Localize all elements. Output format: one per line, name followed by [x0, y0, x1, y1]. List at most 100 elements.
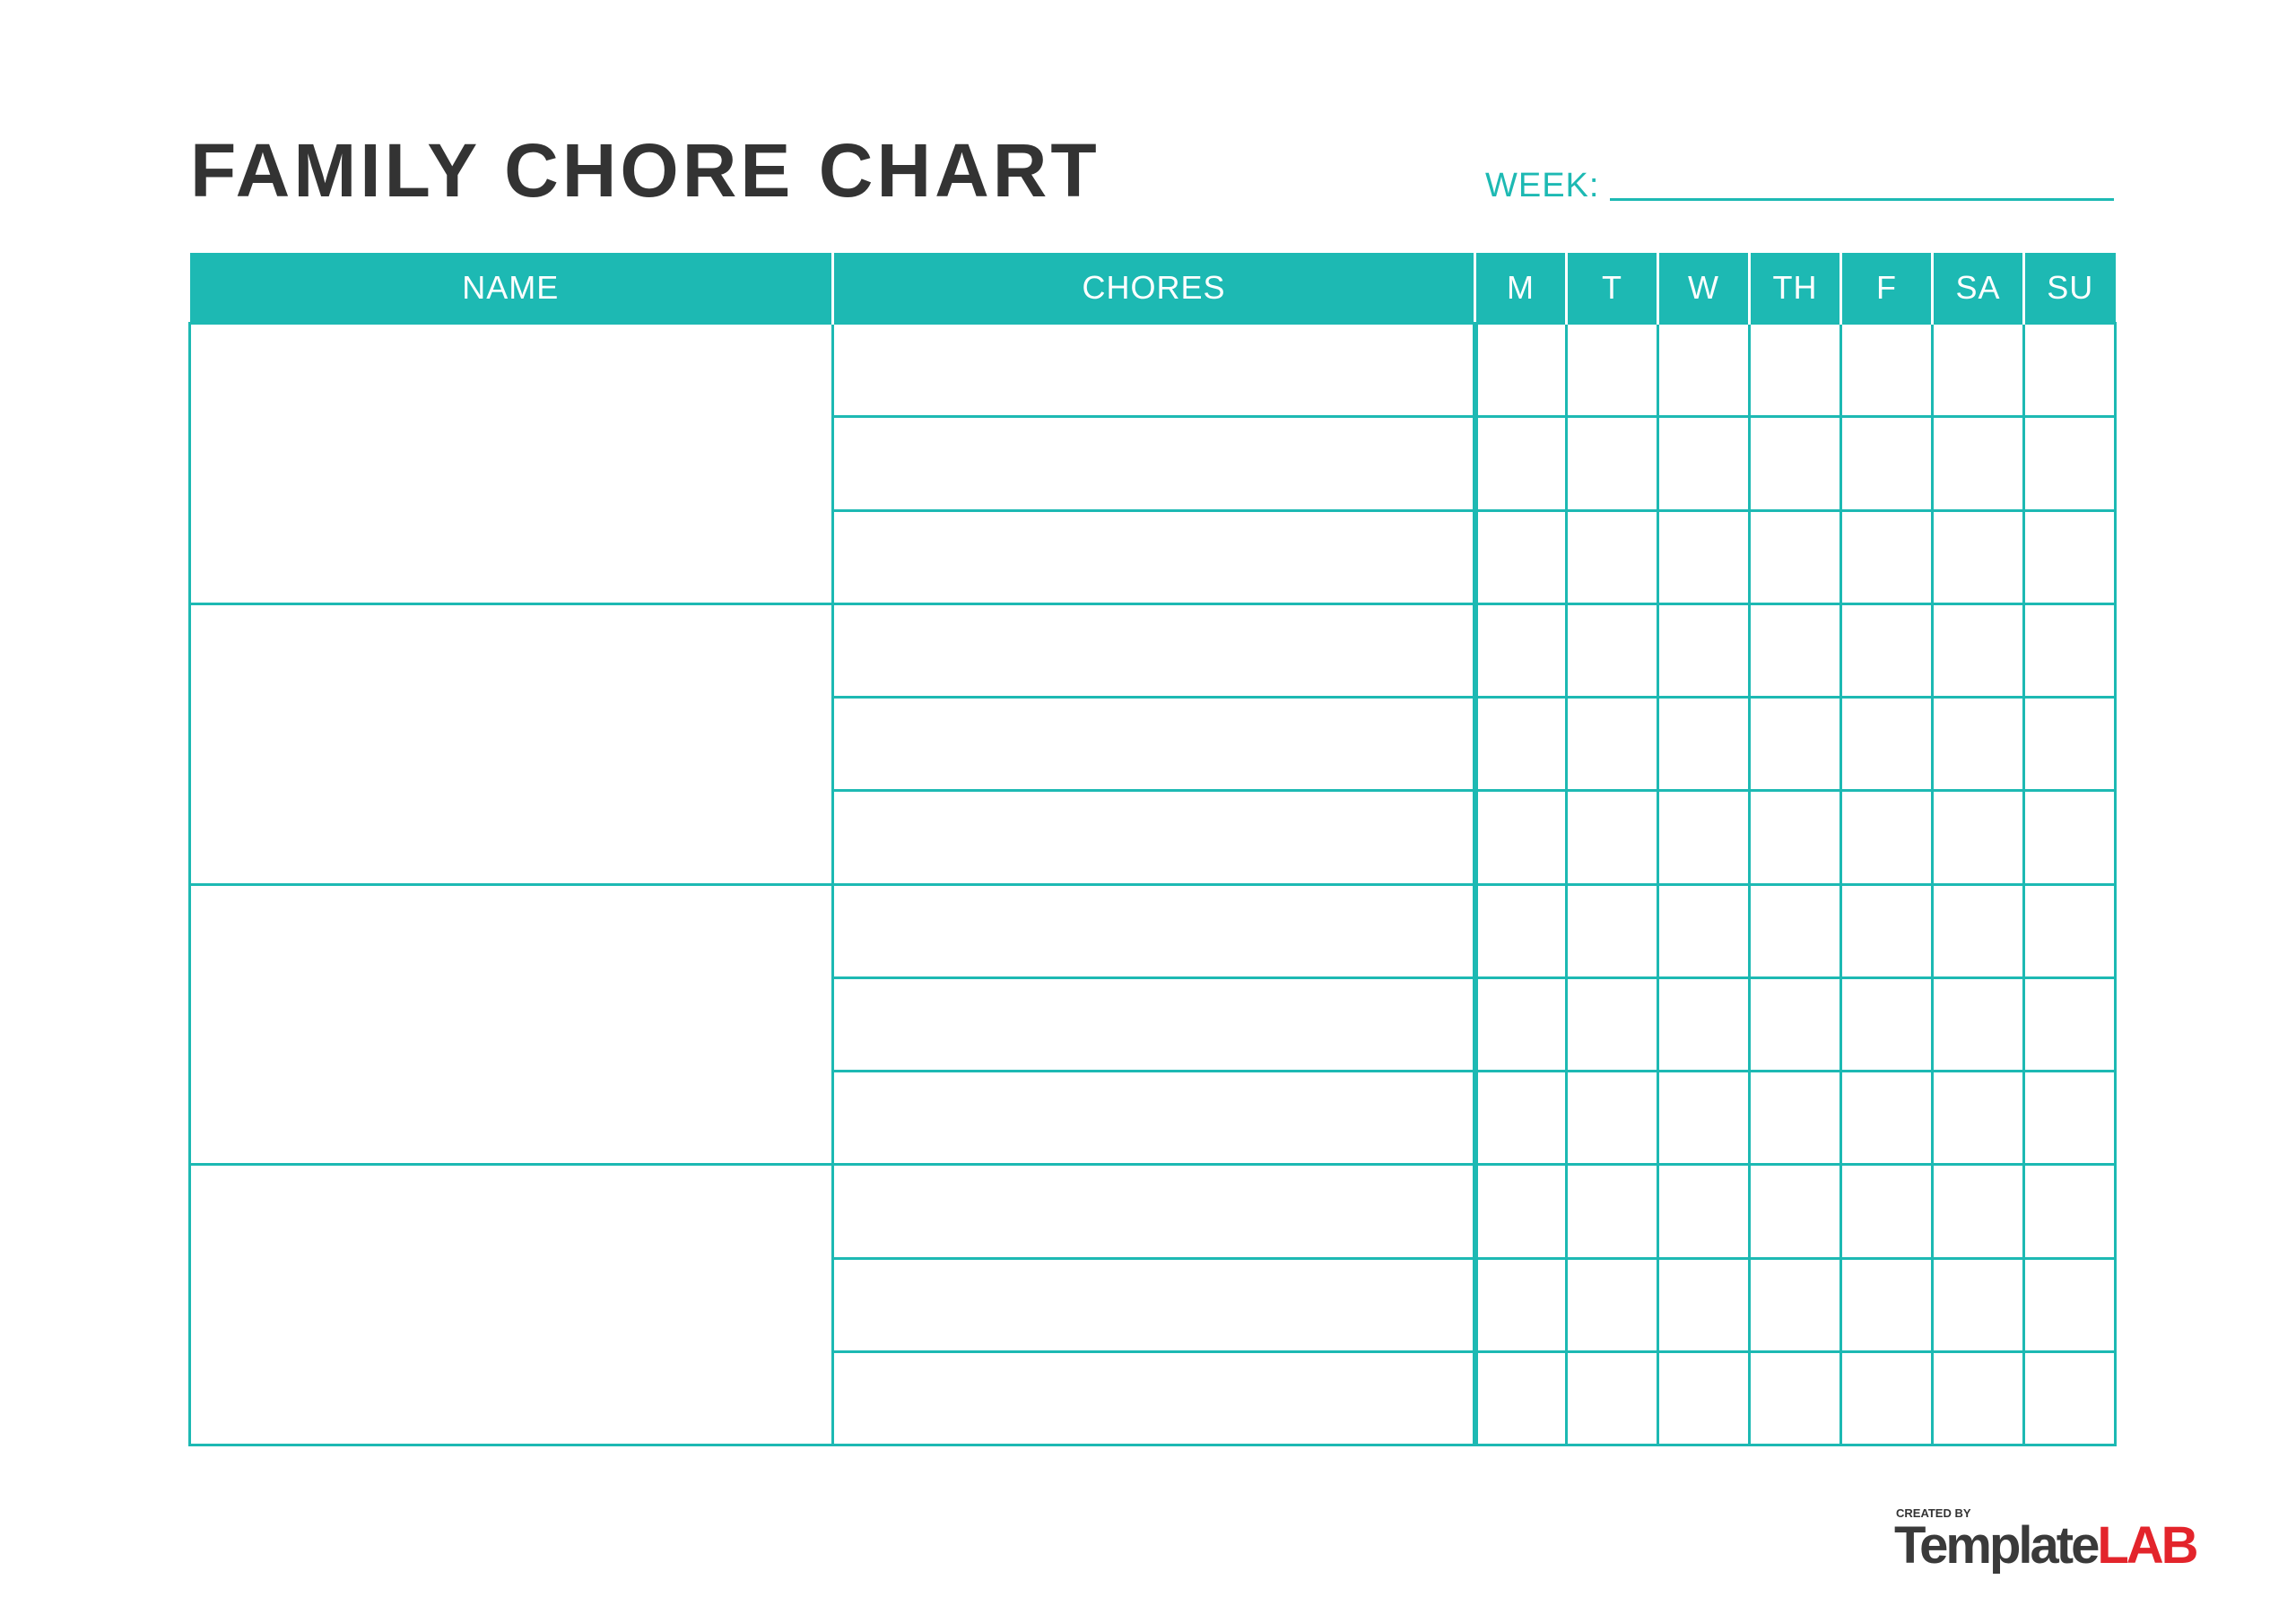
chore-cell[interactable] — [831, 1163, 1478, 1260]
day-check-cell-f[interactable] — [1839, 602, 1934, 699]
day-check-cell-m[interactable] — [1474, 602, 1568, 699]
chore-cell[interactable] — [831, 321, 1478, 419]
day-check-cell-m[interactable] — [1474, 789, 1568, 886]
day-check-cell-w[interactable] — [1657, 789, 1751, 886]
day-check-cell-f[interactable] — [1839, 321, 1934, 419]
day-check-cell-sa[interactable] — [1931, 321, 2025, 419]
day-check-cell-f[interactable] — [1839, 1163, 1934, 1260]
day-check-cell-t[interactable] — [1565, 415, 1659, 512]
day-check-cell-th[interactable] — [1748, 602, 1842, 699]
day-check-cell-m[interactable] — [1474, 415, 1568, 512]
day-check-cell-w[interactable] — [1657, 415, 1751, 512]
day-check-cell-su[interactable] — [2022, 602, 2117, 699]
day-check-cell-w[interactable] — [1657, 602, 1751, 699]
day-check-cell-w[interactable] — [1657, 508, 1751, 605]
day-check-cell-th[interactable] — [1748, 508, 1842, 605]
day-check-cell-th[interactable] — [1748, 1350, 1842, 1447]
day-check-cell-t[interactable] — [1565, 1163, 1659, 1260]
day-check-cell-t[interactable] — [1565, 789, 1659, 886]
chore-cell[interactable] — [831, 976, 1478, 1073]
day-check-cell-w[interactable] — [1657, 1350, 1751, 1447]
day-check-cell-su[interactable] — [2022, 1163, 2117, 1260]
day-check-cell-t[interactable] — [1565, 508, 1659, 605]
day-check-cell-w[interactable] — [1657, 1069, 1751, 1167]
day-check-cell-su[interactable] — [2022, 1350, 2117, 1447]
day-check-cell-f[interactable] — [1839, 508, 1934, 605]
day-check-cell-su[interactable] — [2022, 1069, 2117, 1167]
day-check-cell-sa[interactable] — [1931, 695, 2025, 793]
chore-cell[interactable] — [831, 1350, 1478, 1447]
day-check-cell-w[interactable] — [1657, 321, 1751, 419]
day-check-cell-m[interactable] — [1474, 695, 1568, 793]
day-check-cell-w[interactable] — [1657, 1163, 1751, 1260]
day-check-cell-t[interactable] — [1565, 695, 1659, 793]
day-check-cell-th[interactable] — [1748, 1256, 1842, 1353]
day-check-cell-sa[interactable] — [1931, 1256, 2025, 1353]
day-check-cell-m[interactable] — [1474, 882, 1568, 979]
day-check-cell-su[interactable] — [2022, 321, 2117, 419]
chore-cell[interactable] — [831, 789, 1478, 886]
day-check-cell-th[interactable] — [1748, 321, 1842, 419]
day-check-cell-m[interactable] — [1474, 1350, 1568, 1447]
day-check-cell-sa[interactable] — [1931, 1350, 2025, 1447]
day-check-cell-t[interactable] — [1565, 321, 1659, 419]
day-check-cell-t[interactable] — [1565, 1350, 1659, 1447]
day-check-cell-t[interactable] — [1565, 882, 1659, 979]
day-check-cell-su[interactable] — [2022, 789, 2117, 886]
day-check-cell-sa[interactable] — [1931, 1163, 2025, 1260]
day-check-cell-su[interactable] — [2022, 415, 2117, 512]
day-check-cell-t[interactable] — [1565, 1069, 1659, 1167]
day-check-cell-w[interactable] — [1657, 695, 1751, 793]
day-check-cell-sa[interactable] — [1931, 789, 2025, 886]
name-cell[interactable] — [188, 322, 834, 605]
day-check-cell-su[interactable] — [2022, 1256, 2117, 1353]
day-check-cell-f[interactable] — [1839, 976, 1934, 1073]
day-check-cell-sa[interactable] — [1931, 508, 2025, 605]
day-check-cell-f[interactable] — [1839, 882, 1934, 979]
day-check-cell-th[interactable] — [1748, 789, 1842, 886]
day-check-cell-f[interactable] — [1839, 1069, 1934, 1167]
name-cell[interactable] — [188, 882, 834, 1167]
day-check-cell-th[interactable] — [1748, 1163, 1842, 1260]
chore-cell[interactable] — [831, 508, 1478, 605]
chore-cell[interactable] — [831, 882, 1478, 979]
day-check-cell-su[interactable] — [2022, 508, 2117, 605]
day-check-cell-m[interactable] — [1474, 1256, 1568, 1353]
name-cell[interactable] — [188, 602, 834, 886]
day-check-cell-th[interactable] — [1748, 695, 1842, 793]
day-check-cell-m[interactable] — [1474, 1163, 1568, 1260]
day-check-cell-su[interactable] — [2022, 882, 2117, 979]
day-check-cell-m[interactable] — [1474, 1069, 1568, 1167]
day-check-cell-f[interactable] — [1839, 695, 1934, 793]
day-check-cell-w[interactable] — [1657, 976, 1751, 1073]
day-check-cell-m[interactable] — [1474, 976, 1568, 1073]
day-check-cell-t[interactable] — [1565, 976, 1659, 1073]
day-check-cell-f[interactable] — [1839, 415, 1934, 512]
day-check-cell-m[interactable] — [1474, 321, 1568, 419]
day-check-cell-sa[interactable] — [1931, 602, 2025, 699]
name-cell[interactable] — [188, 1163, 834, 1446]
day-check-cell-th[interactable] — [1748, 976, 1842, 1073]
day-check-cell-f[interactable] — [1839, 1350, 1934, 1447]
day-check-cell-sa[interactable] — [1931, 882, 2025, 979]
day-check-cell-f[interactable] — [1839, 789, 1934, 886]
day-check-cell-t[interactable] — [1565, 1256, 1659, 1353]
chore-cell[interactable] — [831, 1256, 1478, 1353]
day-check-cell-su[interactable] — [2022, 695, 2117, 793]
chore-cell[interactable] — [831, 415, 1478, 512]
chore-cell[interactable] — [831, 602, 1478, 699]
day-check-cell-w[interactable] — [1657, 882, 1751, 979]
day-check-cell-sa[interactable] — [1931, 1069, 2025, 1167]
day-check-cell-w[interactable] — [1657, 1256, 1751, 1353]
day-check-cell-t[interactable] — [1565, 602, 1659, 699]
day-check-cell-th[interactable] — [1748, 1069, 1842, 1167]
day-check-cell-th[interactable] — [1748, 882, 1842, 979]
chore-cell[interactable] — [831, 1069, 1478, 1167]
day-check-cell-th[interactable] — [1748, 415, 1842, 512]
day-check-cell-sa[interactable] — [1931, 976, 2025, 1073]
day-check-cell-sa[interactable] — [1931, 415, 2025, 512]
week-input-line[interactable] — [1610, 198, 2115, 201]
day-check-cell-m[interactable] — [1474, 508, 1568, 605]
day-check-cell-f[interactable] — [1839, 1256, 1934, 1353]
day-check-cell-su[interactable] — [2022, 976, 2117, 1073]
